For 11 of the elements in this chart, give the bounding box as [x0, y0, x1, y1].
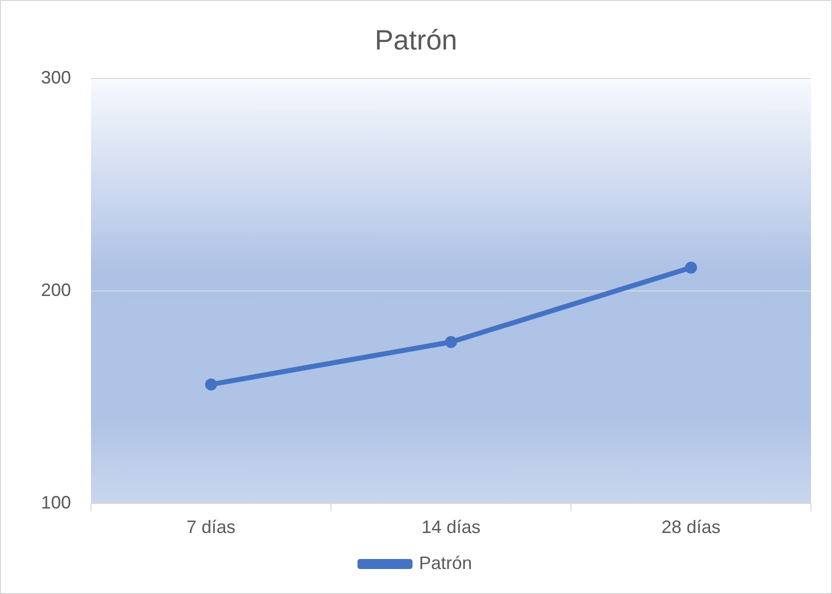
x-tick-label: 14 días	[421, 517, 481, 538]
legend-label: Patrón	[418, 552, 472, 573]
y-tick-label: 200	[40, 280, 72, 300]
point	[685, 262, 698, 274]
chart-title: Patrón	[374, 24, 458, 56]
x-tick-label: 7 días	[186, 517, 236, 538]
point	[205, 378, 218, 390]
y-tick-label: 300	[40, 68, 72, 88]
point	[445, 336, 458, 348]
y-tick-label: 100	[40, 492, 72, 512]
x-tick-label: 28 días	[661, 517, 721, 538]
